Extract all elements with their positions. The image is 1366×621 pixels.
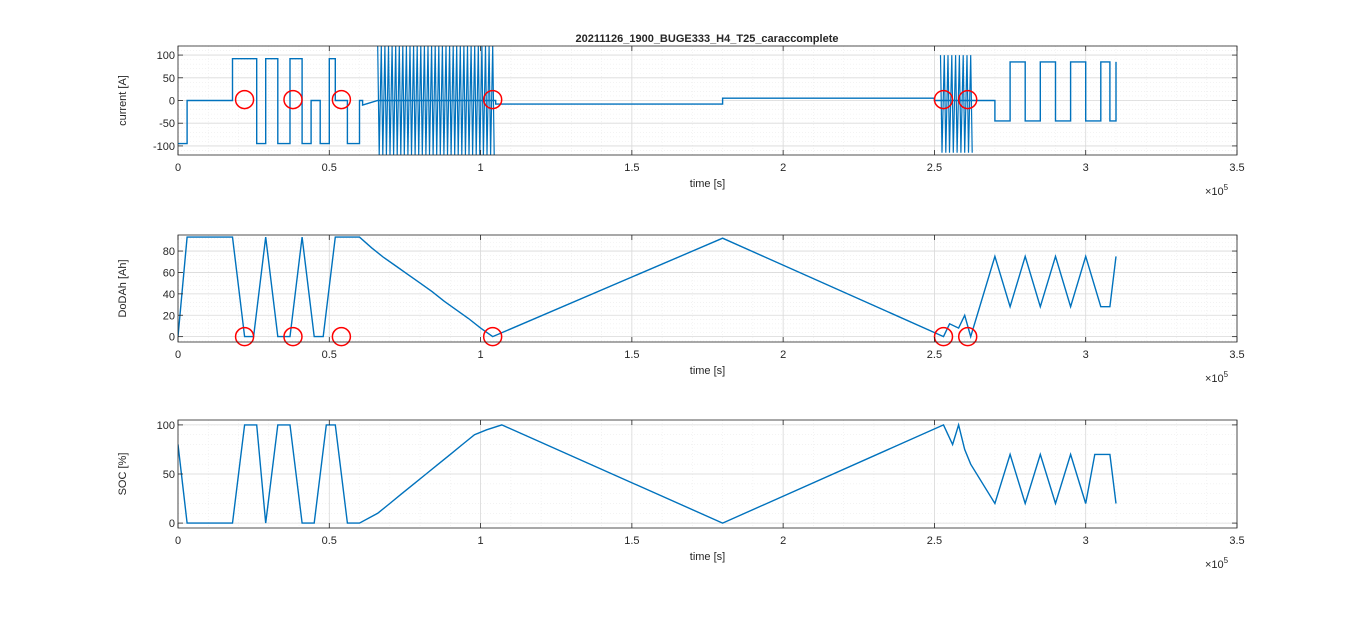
dodah-xtick-label: 3.5: [1229, 349, 1244, 361]
dodah-marker-circle-5: [957, 326, 978, 347]
current-xtick-label: 2.5: [927, 162, 942, 174]
soc-x-exponent-power: 5: [1224, 556, 1229, 565]
dodah-marker-circle-1: [283, 326, 303, 347]
soc-xtick-label: 3: [1083, 535, 1089, 547]
dodah-ytick-label: 40: [163, 289, 175, 301]
current-xtick-label: 3.5: [1229, 162, 1244, 174]
soc-tick-labels: 0 0.5 1 1.5 2 2.5 3 3.5 0 50 100: [157, 420, 1245, 547]
dodah-xtick-label: 1.5: [624, 349, 639, 361]
dodah-xtick-label: 3: [1083, 349, 1089, 361]
figure-title: 20211126_1900_BUGE333_H4_T25_caraccomple…: [576, 33, 839, 45]
soc-ytick-label: 100: [157, 420, 175, 432]
current-xtick-label: 2: [780, 162, 786, 174]
soc-xtick-label: 3.5: [1229, 535, 1244, 547]
current-xtick-label: 0.5: [322, 162, 337, 174]
dodah-marker-circle-0: [234, 326, 255, 347]
current-ytick-label: -50: [159, 118, 175, 130]
dodah-ytick-label: 80: [163, 246, 175, 258]
dodah-axes-box: [177, 234, 1238, 343]
current-xtick-label: 0: [175, 162, 181, 174]
current-grid: [177, 45, 1238, 156]
current-x-exponent: ×105: [1205, 183, 1229, 198]
current-series-0: [178, 58, 1117, 145]
dodah-xtick-label: 0.5: [322, 349, 337, 361]
current-marker-circle-2: [331, 89, 352, 110]
current-marker-circle-0: [234, 89, 255, 110]
dodah-ytick-label: 20: [163, 310, 175, 322]
current-marker-circle-5: [957, 89, 978, 110]
dodah-marker-circles: [234, 326, 978, 347]
soc-series-line: [178, 422, 1117, 524]
dodah-ytick-label: 60: [163, 267, 175, 279]
dodah-xtick-label: 2: [780, 349, 786, 361]
soc-axes-frame: [177, 419, 1238, 529]
current-marker-circle-3: [482, 89, 503, 110]
current-ytick-label: 0: [169, 96, 175, 108]
current-xtick-label: 3: [1083, 162, 1089, 174]
dodah-x-exponent-base: ×10: [1205, 373, 1224, 385]
soc-xtick-label: 1.5: [624, 535, 639, 547]
soc-xtick-label: 2: [780, 535, 786, 547]
dodah-axes: 0 0.5 1 1.5 2 2.5 3 3.5 0 20 40 60 80 time [s] DoDAh…: [117, 234, 1245, 385]
dodah-ylabel: DoDAh [Ah]: [117, 259, 129, 317]
soc-xlabel: time [s]: [690, 551, 725, 563]
dodah-tick-labels: 0 0.5 1 1.5 2 2.5 3 3.5 0 20 40 60 80: [163, 246, 1245, 361]
soc-xtick-label: 0.5: [322, 535, 337, 547]
soc-xtick-label: 1: [478, 535, 484, 547]
current-tick-labels: 0 0.5 1 1.5 2 2.5 3 3.5 -100 -50 0 50 100: [153, 50, 1245, 174]
current-marker-circle-1: [283, 89, 303, 110]
dodah-xtick-label: 2.5: [927, 349, 942, 361]
soc-grid: [177, 420, 1238, 528]
dodah-x-exponent: ×105: [1205, 370, 1229, 385]
current-xtick-label: 1.5: [624, 162, 639, 174]
current-xtick-label: 1: [478, 162, 484, 174]
dodah-marker-circle-3: [482, 326, 503, 347]
dodah-xlabel: time [s]: [690, 365, 725, 377]
dodah-marker-circle-4: [933, 326, 954, 347]
current-burst-1: [939, 55, 973, 153]
current-ytick-label: -100: [153, 141, 175, 153]
dodah-x-exponent-power: 5: [1224, 370, 1229, 379]
dodah-grid: [177, 235, 1238, 342]
dodah-xtick-label: 1: [478, 349, 484, 361]
current-ytick-label: 50: [163, 73, 175, 85]
current-marker-circles: [234, 89, 978, 110]
current-axes: 0 0.5 1 1.5 2 2.5 3 3.5 -100 -50 0 50 100 time [s] c…: [117, 45, 1245, 198]
current-ylabel: current [A]: [117, 75, 129, 126]
soc-x-exponent-base: ×10: [1205, 559, 1224, 571]
soc-ylabel: SOC [%]: [117, 453, 129, 496]
dodah-axes-frame: [177, 234, 1238, 343]
soc-xtick-label: 2.5: [927, 535, 942, 547]
soc-xtick-label: 0: [175, 535, 181, 547]
dodah-series-line: [178, 236, 1117, 340]
current-xlabel: time [s]: [690, 178, 725, 190]
dodah-series-0: [178, 236, 1117, 340]
current-series-line: [178, 46, 1117, 155]
current-marker-circle-4: [933, 89, 954, 110]
dodah-xtick-label: 0: [175, 349, 181, 361]
current-x-exponent-power: 5: [1224, 183, 1229, 192]
dodah-marker-circle-2: [331, 326, 352, 347]
current-x-exponent-base: ×10: [1205, 186, 1224, 198]
dodah-ytick-label: 0: [169, 332, 175, 344]
current-ytick-label: 100: [157, 50, 175, 62]
soc-ytick-label: 50: [163, 469, 175, 481]
current-axes-frame: [177, 45, 1238, 156]
soc-x-exponent: ×105: [1205, 556, 1229, 571]
soc-ytick-label: 0: [169, 518, 175, 530]
soc-series-0: [178, 422, 1117, 524]
